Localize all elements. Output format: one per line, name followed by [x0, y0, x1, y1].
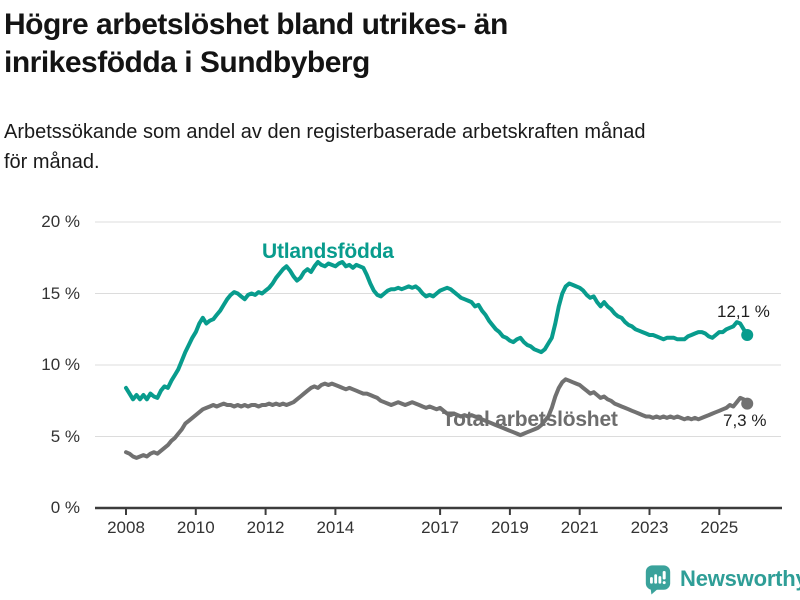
total-arbetsloshet-line	[124, 377, 750, 460]
page-title: Högre arbetslöshet bland utrikes- än inr…	[4, 6, 644, 82]
newsworthy-icon	[645, 565, 671, 595]
chart-subtitle-line-1: Arbetssökande som andel av den registerb…	[4, 121, 646, 143]
chart-subtitle: Arbetssökande som andel av den registerb…	[4, 117, 774, 177]
total-arbetsloshet-end-dot	[741, 397, 754, 410]
page-title-line-2: inrikesfödda i Sundbyberg	[4, 46, 370, 79]
newsworthy-wordmark: Newsworthy	[680, 565, 800, 591]
chart-subtitle-line-2: för månad.	[4, 151, 100, 173]
utlandsfodda-line	[124, 260, 750, 402]
newsworthy-logo: Newsworthy	[643, 562, 800, 595]
utlandsfodda-end-dot	[741, 328, 754, 341]
page-title-line-1: Högre arbetslöshet bland utrikes- än	[4, 8, 508, 41]
